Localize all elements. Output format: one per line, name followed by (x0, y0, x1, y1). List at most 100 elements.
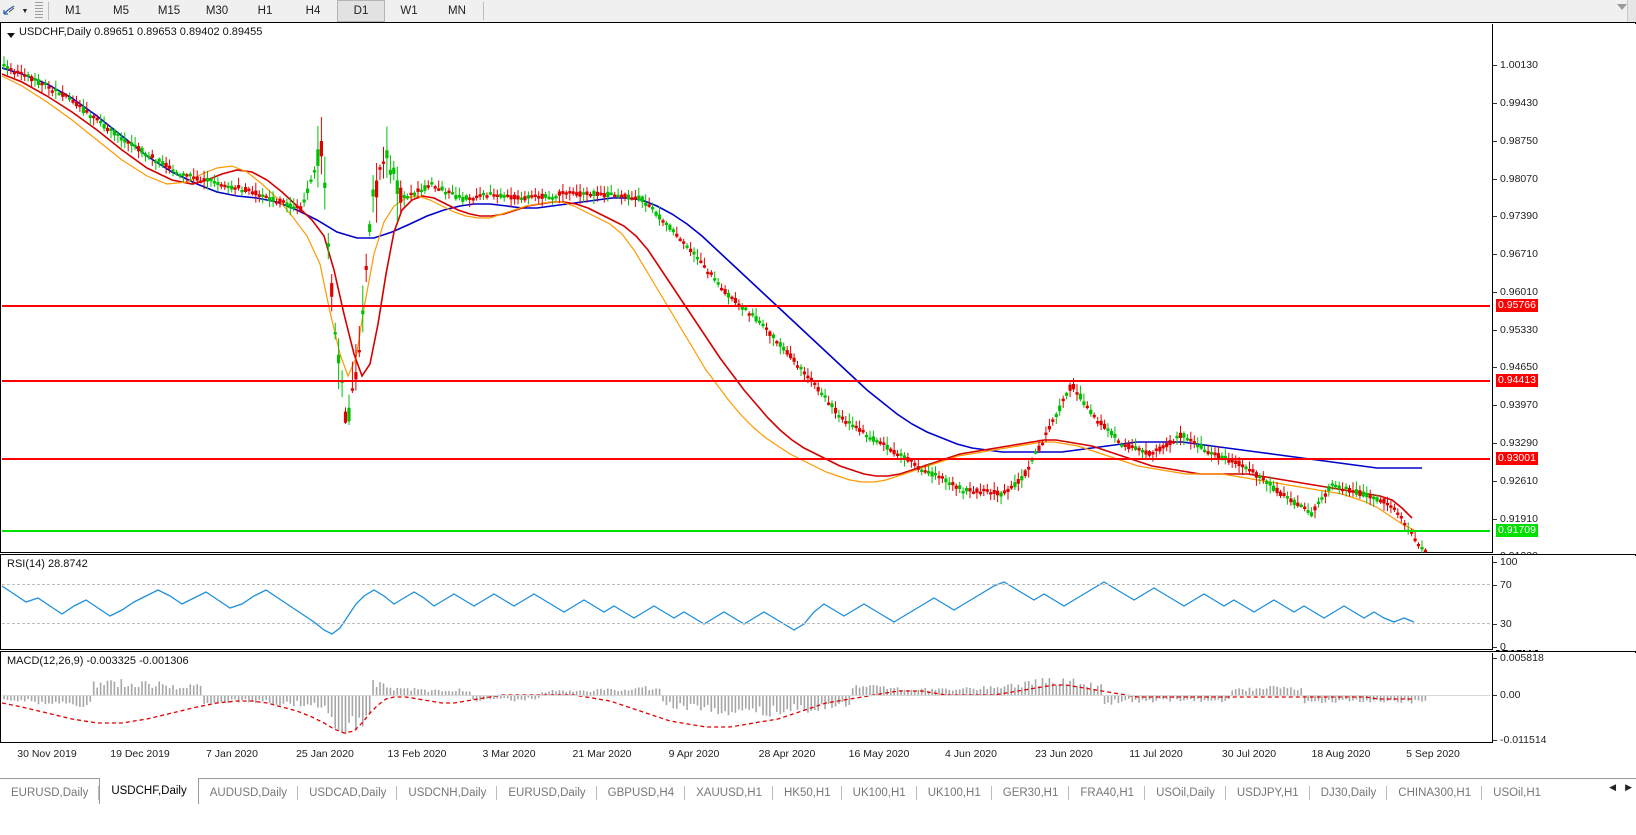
toolbar-grip[interactable] (35, 2, 43, 20)
chart-tab-uk100-h1[interactable]: UK100,H1 (917, 782, 992, 804)
candle-body (450, 192, 455, 195)
macd-scale[interactable]: 0.005818 0.00 -0.011514 (1492, 652, 1636, 746)
chart-tab-xauusd-h1[interactable]: XAUUSD,H1 (685, 782, 773, 804)
macd-indicator-pane[interactable]: MACD(12,26,9) -0.003325 -0.001306 0.0058… (0, 651, 1636, 746)
candle-body (423, 185, 427, 191)
tab-separator (1144, 786, 1146, 800)
candle-body (399, 187, 403, 203)
candle-body (1120, 444, 1124, 447)
toolbar-overflow[interactable] (1627, 0, 1636, 22)
candle-body (199, 180, 203, 183)
chart-tab-usdjpy-h1[interactable]: USDJPY,H1 (1226, 782, 1310, 804)
chart-tab-usdcnh-daily[interactable]: USDCNH,Daily (397, 782, 498, 804)
candle-body (892, 450, 896, 455)
candle-body (958, 485, 962, 489)
price-tick: 0.92610 (1493, 475, 1538, 487)
macd-tick: 0.005818 (1493, 652, 1544, 664)
chart-tab-china300-h1[interactable]: CHINA300,H1 (1387, 782, 1483, 804)
chart-tab-usoil-daily[interactable]: USOil,Daily (1145, 782, 1226, 804)
chart-tab-usdchf-daily[interactable]: USDCHF,Daily (99, 778, 199, 804)
chart-scroll-caret-icon[interactable] (1617, 4, 1627, 10)
chart-tab-usoil-h1[interactable]: USOil,H1 (1482, 782, 1552, 804)
dropdown-caret-icon[interactable]: ▼ (21, 7, 29, 15)
candle-body (409, 192, 413, 196)
horizontal-level-line-green[interactable] (2, 530, 1490, 532)
date-label: 9 Apr 2020 (668, 748, 720, 760)
chart-tab-eurusd-daily[interactable]: EURUSD,Daily (0, 782, 100, 804)
macd-zero-line (2, 695, 1490, 696)
horizontal-level-line-red[interactable] (2, 458, 1490, 460)
candle-body (1351, 490, 1355, 493)
chart-tab-hk50-h1[interactable]: HK50,H1 (773, 782, 842, 804)
chart-tab-dj30-daily[interactable]: DJ30,Daily (1310, 782, 1388, 804)
price-chart-pane[interactable]: USDCHF,Daily 0.89651 0.89653 0.89402 0.8… (0, 22, 1636, 675)
timeframe-m5[interactable]: M5 (113, 5, 129, 17)
macd-plot[interactable] (2, 653, 1490, 743)
chart-tab-label: UK100,H1 (927, 787, 981, 799)
candle-body (830, 403, 834, 408)
chart-tab-label: USOil,H1 (1493, 787, 1542, 799)
candle-body (657, 214, 662, 220)
candle-body (1020, 476, 1024, 481)
timeframe-mn[interactable]: MN (448, 5, 466, 17)
collapse-caret-icon[interactable] (7, 33, 15, 38)
chart-tab-eurusd-daily[interactable]: EURUSD,Daily (497, 782, 597, 804)
candle-body (1116, 440, 1121, 443)
date-label: 19 Dec 2019 (110, 748, 170, 760)
candle-body (1154, 448, 1158, 451)
timeframe-m30[interactable]: M30 (205, 5, 229, 17)
candle-body (502, 195, 506, 198)
candle-body (537, 196, 541, 199)
candle-body (488, 192, 492, 195)
candle-body (1292, 499, 1296, 506)
chart-tab-uk100-h1[interactable]: UK100,H1 (842, 782, 917, 804)
candle-body (1006, 488, 1010, 492)
candle-body (1413, 538, 1417, 542)
candle-body (378, 167, 382, 170)
rsi-tick: 30 (1493, 618, 1512, 630)
rsi-scale[interactable]: 100 70 30 0 (1492, 556, 1636, 653)
chart-tab-usdcad-daily[interactable]: USDCAD,Daily (298, 782, 398, 804)
price-level-tag-green[interactable]: 0.91709 (1496, 524, 1538, 537)
candle-body (102, 124, 106, 129)
chart-tab-gbpusd-h4[interactable]: GBPUSD,H4 (597, 782, 686, 804)
candle-body (806, 375, 810, 379)
candle-body (1161, 445, 1165, 449)
candle-body (478, 194, 482, 197)
tab-scroll-right-icon[interactable]: ▶ (1625, 782, 1632, 792)
horizontal-level-line-red[interactable] (2, 380, 1490, 382)
chart-tab-label: USDCNH,Daily (408, 787, 487, 799)
timeframe-h4[interactable]: H4 (305, 5, 321, 17)
chart-tab-ger30-h1[interactable]: GER30,H1 (992, 782, 1070, 804)
rsi-plot[interactable] (2, 556, 1490, 650)
chart-tab-fra40-h1[interactable]: FRA40,H1 (1069, 782, 1146, 804)
timeframe-w1[interactable]: W1 (400, 5, 418, 17)
price-plot[interactable] (2, 24, 1490, 553)
timeframe-h1[interactable]: H1 (257, 5, 273, 17)
price-level-tag-red[interactable]: 0.94413 (1496, 374, 1538, 387)
tab-scroll-left-icon[interactable]: ◀ (1609, 782, 1617, 792)
candle-body (54, 88, 58, 92)
chart-tab-audusd-daily[interactable]: AUDUSD,Daily (199, 782, 299, 804)
price-level-tag-red[interactable]: 0.93001 (1496, 452, 1538, 465)
timeframe-m1[interactable]: M1 (65, 5, 81, 17)
candle-body (1192, 441, 1196, 444)
date-axis[interactable]: 30 Nov 2019 19 Dec 2019 7 Jan 2020 25 Jan 2… (0, 743, 1636, 769)
crosshair-icon[interactable] (0, 1, 18, 21)
rsi-indicator-pane[interactable]: RSI(14) 28.8742 100 70 30 0 (0, 554, 1636, 653)
candle-body (1085, 405, 1089, 409)
horizontal-level-line-red[interactable] (2, 305, 1490, 307)
candle-body (5, 66, 10, 69)
candle-body (1285, 496, 1290, 499)
timeframe-d1[interactable]: D1 (337, 0, 385, 22)
date-label: 28 Apr 2020 (758, 748, 816, 760)
candle-body (254, 190, 258, 196)
price-level-tag-red[interactable]: 0.95766 (1496, 299, 1538, 312)
chart-tab-label: FRA40,H1 (1080, 787, 1135, 799)
rsi-upper-band (2, 584, 1490, 585)
price-tick: 1.00130 (1493, 59, 1538, 71)
timeframe-m15[interactable]: M15 (157, 5, 181, 17)
candle-body (264, 195, 268, 199)
price-scale[interactable]: 1.00130 0.99430 0.98750 0.98070 0.97390 0.967… (1492, 24, 1636, 675)
candle-body (968, 488, 972, 492)
